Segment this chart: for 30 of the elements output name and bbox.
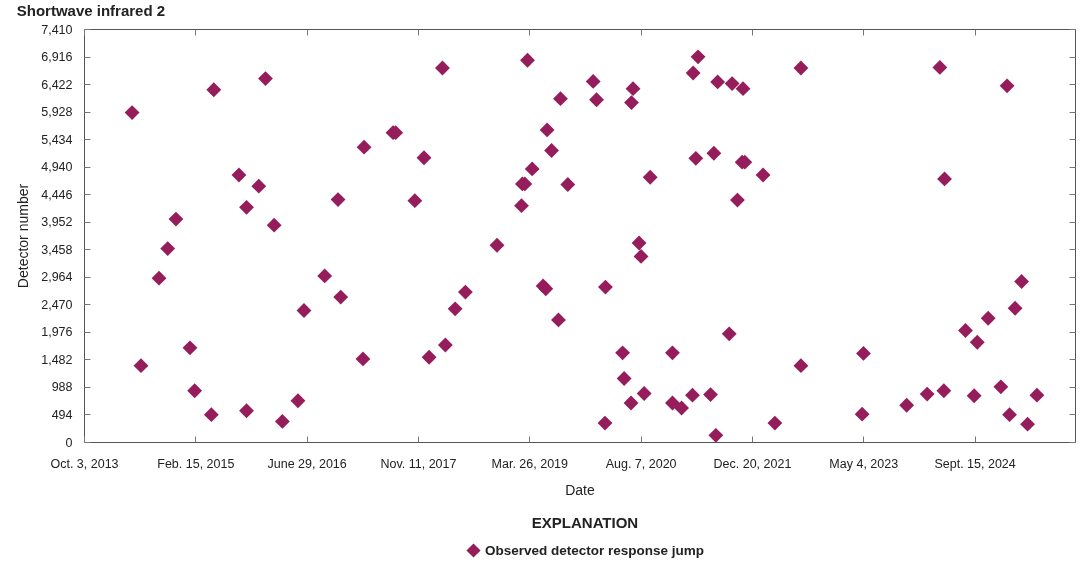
y-tick-label: 1,976 [41,325,73,340]
y-tick-label: 3,458 [41,242,73,257]
y-tick-label: 6,916 [41,50,73,65]
y-tick-label: 6,422 [41,77,73,92]
x-tick-label: June 29, 2016 [267,456,347,471]
x-tick-label: Nov. 11, 2017 [380,456,457,471]
y-tick-label: 7,410 [41,22,73,37]
y-tick-label: 4,446 [41,187,73,202]
y-tick-label: 4,940 [41,160,73,175]
x-tick-label: Oct. 3, 2013 [50,456,119,471]
x-tick-label: Mar. 26, 2019 [491,456,569,471]
x-tick-label: Sept. 15, 2024 [934,456,1016,471]
y-tick-label: 1,482 [41,352,73,367]
y-tick-label: 0 [65,435,73,450]
y-tick-label: 988 [51,380,73,395]
y-tick-label: 2,964 [41,270,73,285]
x-tick-label: Feb. 15, 2015 [157,456,235,471]
chart-title: Shortwave infrared 2 [16,2,166,19]
legend-label: Observed detector response jump [485,542,705,558]
x-tick-label: May 4, 2023 [829,456,899,471]
x-tick-label: Aug. 7, 2020 [605,456,677,471]
y-tick-label: 3,952 [41,215,73,230]
y-tick-label: 5,434 [41,132,73,147]
y-tick-label: 5,928 [41,105,73,120]
y-tick-label: 494 [51,407,73,422]
legend-title: EXPLANATION [531,514,639,531]
x-axis-title: Date [565,482,595,498]
y-tick-label: 2,470 [41,297,73,312]
y-axis-title: Detector number [15,183,32,289]
x-tick-label: Dec. 20, 2021 [713,456,792,471]
